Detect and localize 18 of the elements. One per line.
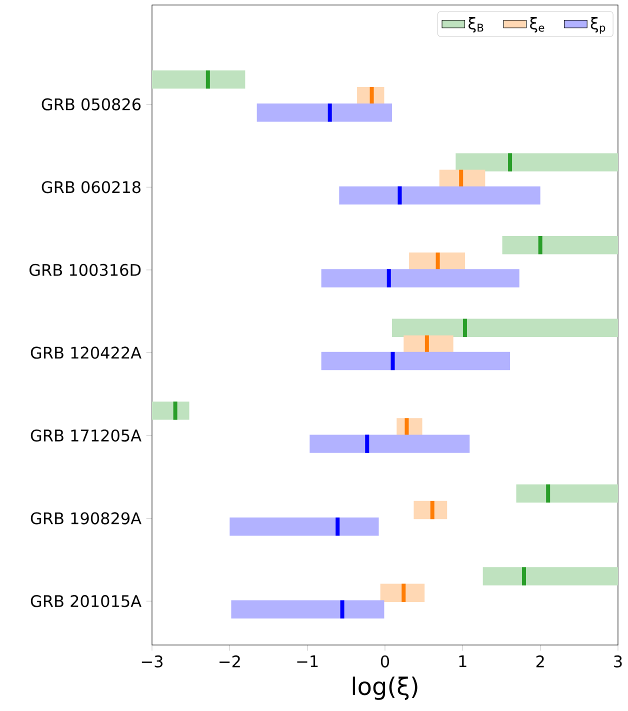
x-tick-label: 3 <box>614 655 622 668</box>
y-tick-label: GRB 171205A <box>31 429 142 442</box>
x-tick-label: 2 <box>536 655 544 668</box>
legend-label: ξ$_{B}$ <box>468 17 484 33</box>
x-axis-title: log(ξ) <box>353 676 418 700</box>
y-tick-label: GRB 201015A <box>31 595 142 608</box>
x-tick-label: −1 <box>297 655 318 668</box>
x-tick-label: −3 <box>142 655 163 668</box>
y-tick-label: GRB 050826 <box>42 98 141 110</box>
y-tick-label: GRB 100316D <box>30 264 141 276</box>
y-tick-label: GRB 120422A <box>31 346 142 359</box>
x-tick-label: −2 <box>220 655 240 668</box>
legend-label: ξ$_{p}$ <box>591 17 606 34</box>
y-tick-label: GRB 060218 <box>42 181 141 194</box>
x-tick-label: 0 <box>381 655 390 668</box>
x-tick-label: 1 <box>460 655 466 668</box>
legend-label: ξ$_{e}$ <box>530 17 544 33</box>
y-tick-label: GRB 190829A <box>31 512 142 524</box>
